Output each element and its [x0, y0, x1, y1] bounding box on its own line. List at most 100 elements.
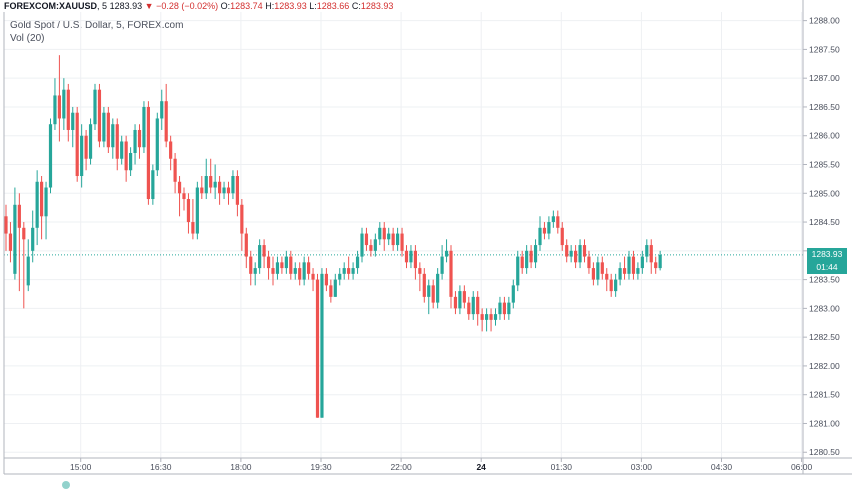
candle	[120, 135, 124, 165]
candle-body	[378, 227, 382, 240]
candle-body	[489, 314, 493, 320]
candle	[22, 222, 26, 309]
candle	[75, 106, 79, 182]
interval-value[interactable]: 5	[102, 1, 108, 11]
candle-body	[529, 250, 533, 263]
candle	[338, 268, 342, 286]
price-axis[interactable]: 1288.00 1287.50 1287.00 1286.50 1286.00 1285.…	[803, 16, 840, 458]
candle-body	[462, 291, 466, 303]
candle	[80, 124, 84, 188]
candle-body	[329, 285, 333, 297]
candle-body	[449, 250, 453, 297]
chart-title[interactable]: Gold Spot / U.S. Dollar, 5, FOREX.com	[10, 20, 184, 31]
candle	[409, 245, 413, 269]
candle-body	[355, 256, 360, 269]
candle-body	[231, 176, 235, 194]
candle	[218, 176, 222, 205]
candle-body	[249, 256, 253, 274]
candle	[422, 268, 426, 303]
candle	[324, 268, 328, 292]
candle-body	[191, 222, 195, 234]
change-value: −0.28 (−0.02%)	[156, 1, 219, 11]
candle	[462, 285, 466, 309]
candle-body	[565, 245, 569, 257]
candle	[209, 158, 213, 194]
candle	[164, 83, 168, 148]
candle	[458, 285, 462, 315]
candle	[151, 164, 155, 205]
candle-body	[574, 250, 578, 263]
candle	[364, 227, 369, 251]
candle	[485, 308, 489, 332]
candle-body	[169, 141, 173, 159]
candle	[298, 262, 302, 286]
candle	[574, 245, 578, 269]
candle-body	[17, 204, 21, 228]
candle-body	[364, 233, 369, 246]
candle-body	[618, 268, 622, 280]
candle-body	[71, 112, 75, 130]
candle-body	[66, 89, 70, 130]
candle-body	[418, 268, 422, 274]
candle	[507, 296, 511, 320]
candle-body	[458, 291, 462, 309]
candle	[191, 199, 195, 240]
candle-body	[84, 135, 88, 159]
candle	[31, 210, 35, 263]
candle	[342, 262, 346, 280]
candle-body	[396, 233, 400, 246]
y-tick-label: 1287.00	[809, 73, 840, 83]
candle	[560, 222, 564, 251]
candle	[4, 204, 8, 251]
candle	[253, 262, 257, 286]
x-tick-label: 18:00	[230, 462, 252, 472]
candle	[124, 135, 128, 182]
candle-body	[654, 262, 658, 269]
candle-body	[480, 314, 484, 320]
candle	[453, 291, 458, 315]
candle-body	[605, 273, 609, 280]
candle	[320, 268, 324, 418]
candle	[160, 89, 164, 130]
candle	[627, 250, 631, 280]
volume-legend[interactable]: Vol (20)	[10, 33, 45, 44]
candle	[587, 250, 591, 274]
candle	[204, 158, 208, 200]
candle-body	[622, 268, 627, 274]
symbol-name[interactable]: FOREXCOM:XAUUSD	[4, 1, 98, 11]
candle-body	[275, 262, 280, 274]
candle-body	[213, 181, 217, 188]
candle-body	[253, 268, 257, 274]
x-tick-label: 15:00	[70, 462, 92, 472]
candle-body	[596, 262, 600, 280]
candle-body	[582, 245, 587, 257]
candle-body	[120, 141, 124, 159]
candle-body	[320, 273, 324, 418]
candle-body	[155, 118, 159, 171]
candle	[565, 239, 569, 263]
candle	[631, 250, 636, 280]
candle	[640, 250, 644, 274]
candle	[231, 170, 235, 200]
candle	[467, 296, 471, 320]
candle	[569, 245, 573, 263]
candle-body	[360, 233, 364, 257]
candle	[169, 135, 173, 171]
candle	[436, 268, 440, 309]
time-axis[interactable]: 15:00 16:30 18:00 19:30 22:00 24 01:30 03:00 04:…	[70, 458, 813, 472]
countdown-label: 01:44	[807, 260, 847, 274]
candle	[195, 181, 199, 240]
candle	[280, 256, 284, 274]
candle-body	[431, 285, 435, 303]
candle-body	[436, 273, 440, 303]
candle-body	[115, 124, 119, 159]
low-label: L:	[309, 1, 317, 11]
candle-body	[333, 279, 337, 297]
candle	[155, 112, 159, 177]
candle-body	[137, 129, 142, 148]
candle-body	[182, 193, 186, 200]
candle	[200, 176, 204, 200]
candle	[284, 250, 288, 274]
candle	[173, 152, 177, 194]
